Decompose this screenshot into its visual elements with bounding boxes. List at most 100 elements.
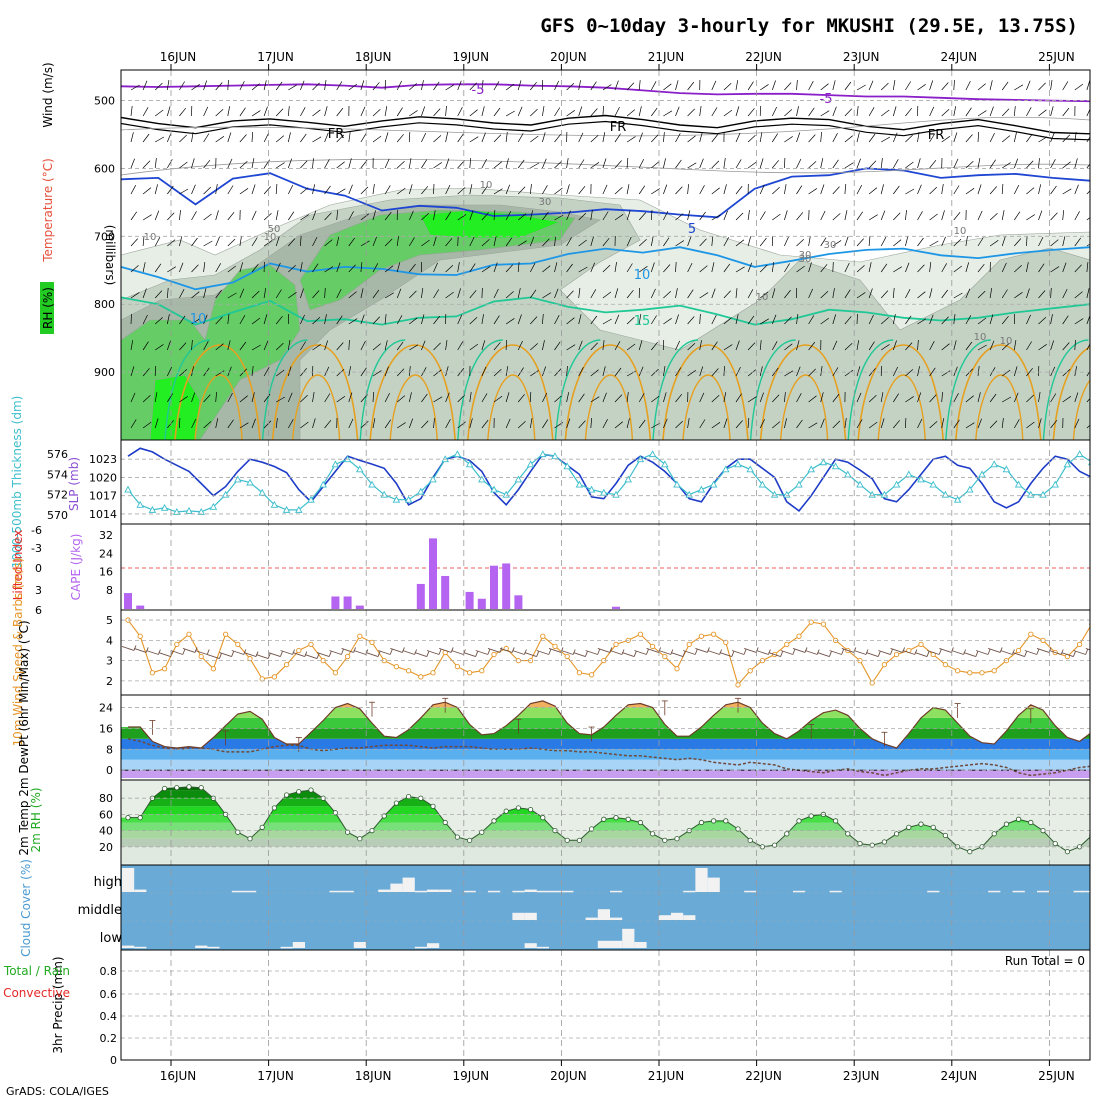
wind-barb-flag	[206, 649, 210, 655]
thickness-point	[282, 505, 291, 513]
wind-barb	[409, 317, 418, 325]
wind-barb	[917, 366, 920, 377]
wind-barb	[614, 214, 624, 221]
wind-barb	[396, 187, 406, 195]
wind-barb	[808, 395, 817, 403]
wind-barb-10m	[365, 652, 379, 657]
wind-barb	[384, 79, 386, 91]
wind-barb	[179, 342, 187, 351]
wind-barb	[965, 395, 974, 403]
thickness-point	[173, 507, 181, 515]
rh-contour-label: 50	[268, 224, 281, 235]
wind-barb	[711, 368, 719, 377]
wind-barb-10m	[182, 648, 196, 653]
wind-barb	[372, 135, 382, 143]
wind-barb-flag	[694, 649, 698, 655]
thickness-point	[514, 475, 523, 483]
rh-point	[503, 808, 509, 814]
tick-label: 8	[106, 743, 113, 756]
wind-barb	[179, 210, 181, 221]
wind-barb	[481, 287, 483, 299]
dewpoint-line	[127, 738, 1090, 777]
wind-barb	[517, 80, 522, 91]
wind-barb	[578, 393, 585, 403]
wind-barb	[735, 80, 739, 91]
wind-barb	[808, 341, 816, 351]
wind-barb	[191, 132, 194, 143]
cloud-bar-high	[1085, 890, 1090, 893]
wind-barb	[348, 83, 358, 91]
wind-barb	[784, 392, 786, 403]
wind-speed-point	[405, 668, 412, 674]
wind-barb-10m	[634, 650, 647, 655]
wind-barb	[699, 292, 709, 299]
wind-barb	[965, 262, 970, 273]
wind-barb	[977, 210, 983, 221]
wind-barb	[166, 366, 173, 377]
thickness-point	[978, 470, 986, 478]
wind-barb-flag	[133, 645, 137, 651]
wind-barb	[735, 366, 741, 377]
wind-barb	[372, 316, 381, 325]
wind-barb-10m	[426, 650, 440, 655]
isotherm-surface-outer	[857, 344, 944, 440]
wind-barb	[554, 341, 561, 351]
wind-barb	[154, 317, 163, 325]
wind-barb	[300, 262, 303, 273]
thickness-point	[539, 450, 547, 458]
wind-barb	[1026, 80, 1031, 91]
wind-barb	[566, 237, 572, 247]
rh-point	[771, 842, 778, 848]
temp-dewpoint-plot	[121, 697, 1090, 778]
wind-barb	[409, 110, 418, 117]
wind-barb	[856, 419, 863, 429]
cloud-bar-high	[610, 890, 623, 893]
wind-barb	[796, 340, 800, 351]
wind-barb	[820, 83, 829, 91]
tick-label: 1020	[89, 471, 117, 484]
wind-barb	[820, 210, 826, 221]
cloud-bar-high	[390, 883, 403, 892]
wind-barb	[759, 264, 768, 273]
wind-barb	[675, 340, 681, 351]
wind-barb	[372, 184, 375, 195]
wind-speed-point	[491, 651, 497, 658]
wind-barb	[481, 132, 486, 143]
wind-barb	[1026, 421, 1035, 429]
cloud-bar-high	[463, 890, 476, 893]
wind-barb	[142, 262, 146, 273]
wind-barb-10m	[195, 650, 208, 655]
wind-barb	[554, 236, 557, 247]
wind-barb	[832, 288, 835, 299]
wind-barb	[856, 211, 863, 221]
wind-barb	[929, 133, 936, 143]
wind-barb	[457, 262, 460, 273]
wind-barb	[203, 213, 212, 221]
wind-barb	[421, 420, 429, 429]
rh-point	[393, 800, 399, 806]
rh2m-label: 2m RH (%)	[29, 787, 43, 852]
wind-barb	[445, 264, 454, 273]
isotherm-15	[121, 296, 1090, 326]
thickness-point	[795, 480, 803, 488]
wind-barb	[711, 262, 715, 273]
date-label-top: 17JUN	[257, 50, 294, 64]
cloud-bar-low	[524, 943, 537, 948]
wind-barb	[675, 393, 683, 403]
wind-barb	[287, 158, 293, 169]
wind-barb-flag	[328, 651, 332, 657]
thickness-point	[368, 480, 376, 488]
wind-barb	[771, 341, 778, 351]
wind-barb	[626, 392, 629, 403]
wind-barb-flag	[731, 651, 735, 657]
wind-barb	[832, 213, 841, 221]
rh-label: RH (%)	[41, 287, 55, 329]
wind-barb	[1050, 419, 1058, 429]
isotherm-surface-outer	[467, 344, 554, 440]
wind-barb	[155, 344, 164, 351]
wind-barb	[469, 263, 476, 273]
wind-barb	[348, 392, 353, 403]
wind-barb	[1074, 291, 1083, 299]
cloud-bar-high	[231, 890, 244, 893]
wind-barb	[481, 393, 488, 403]
